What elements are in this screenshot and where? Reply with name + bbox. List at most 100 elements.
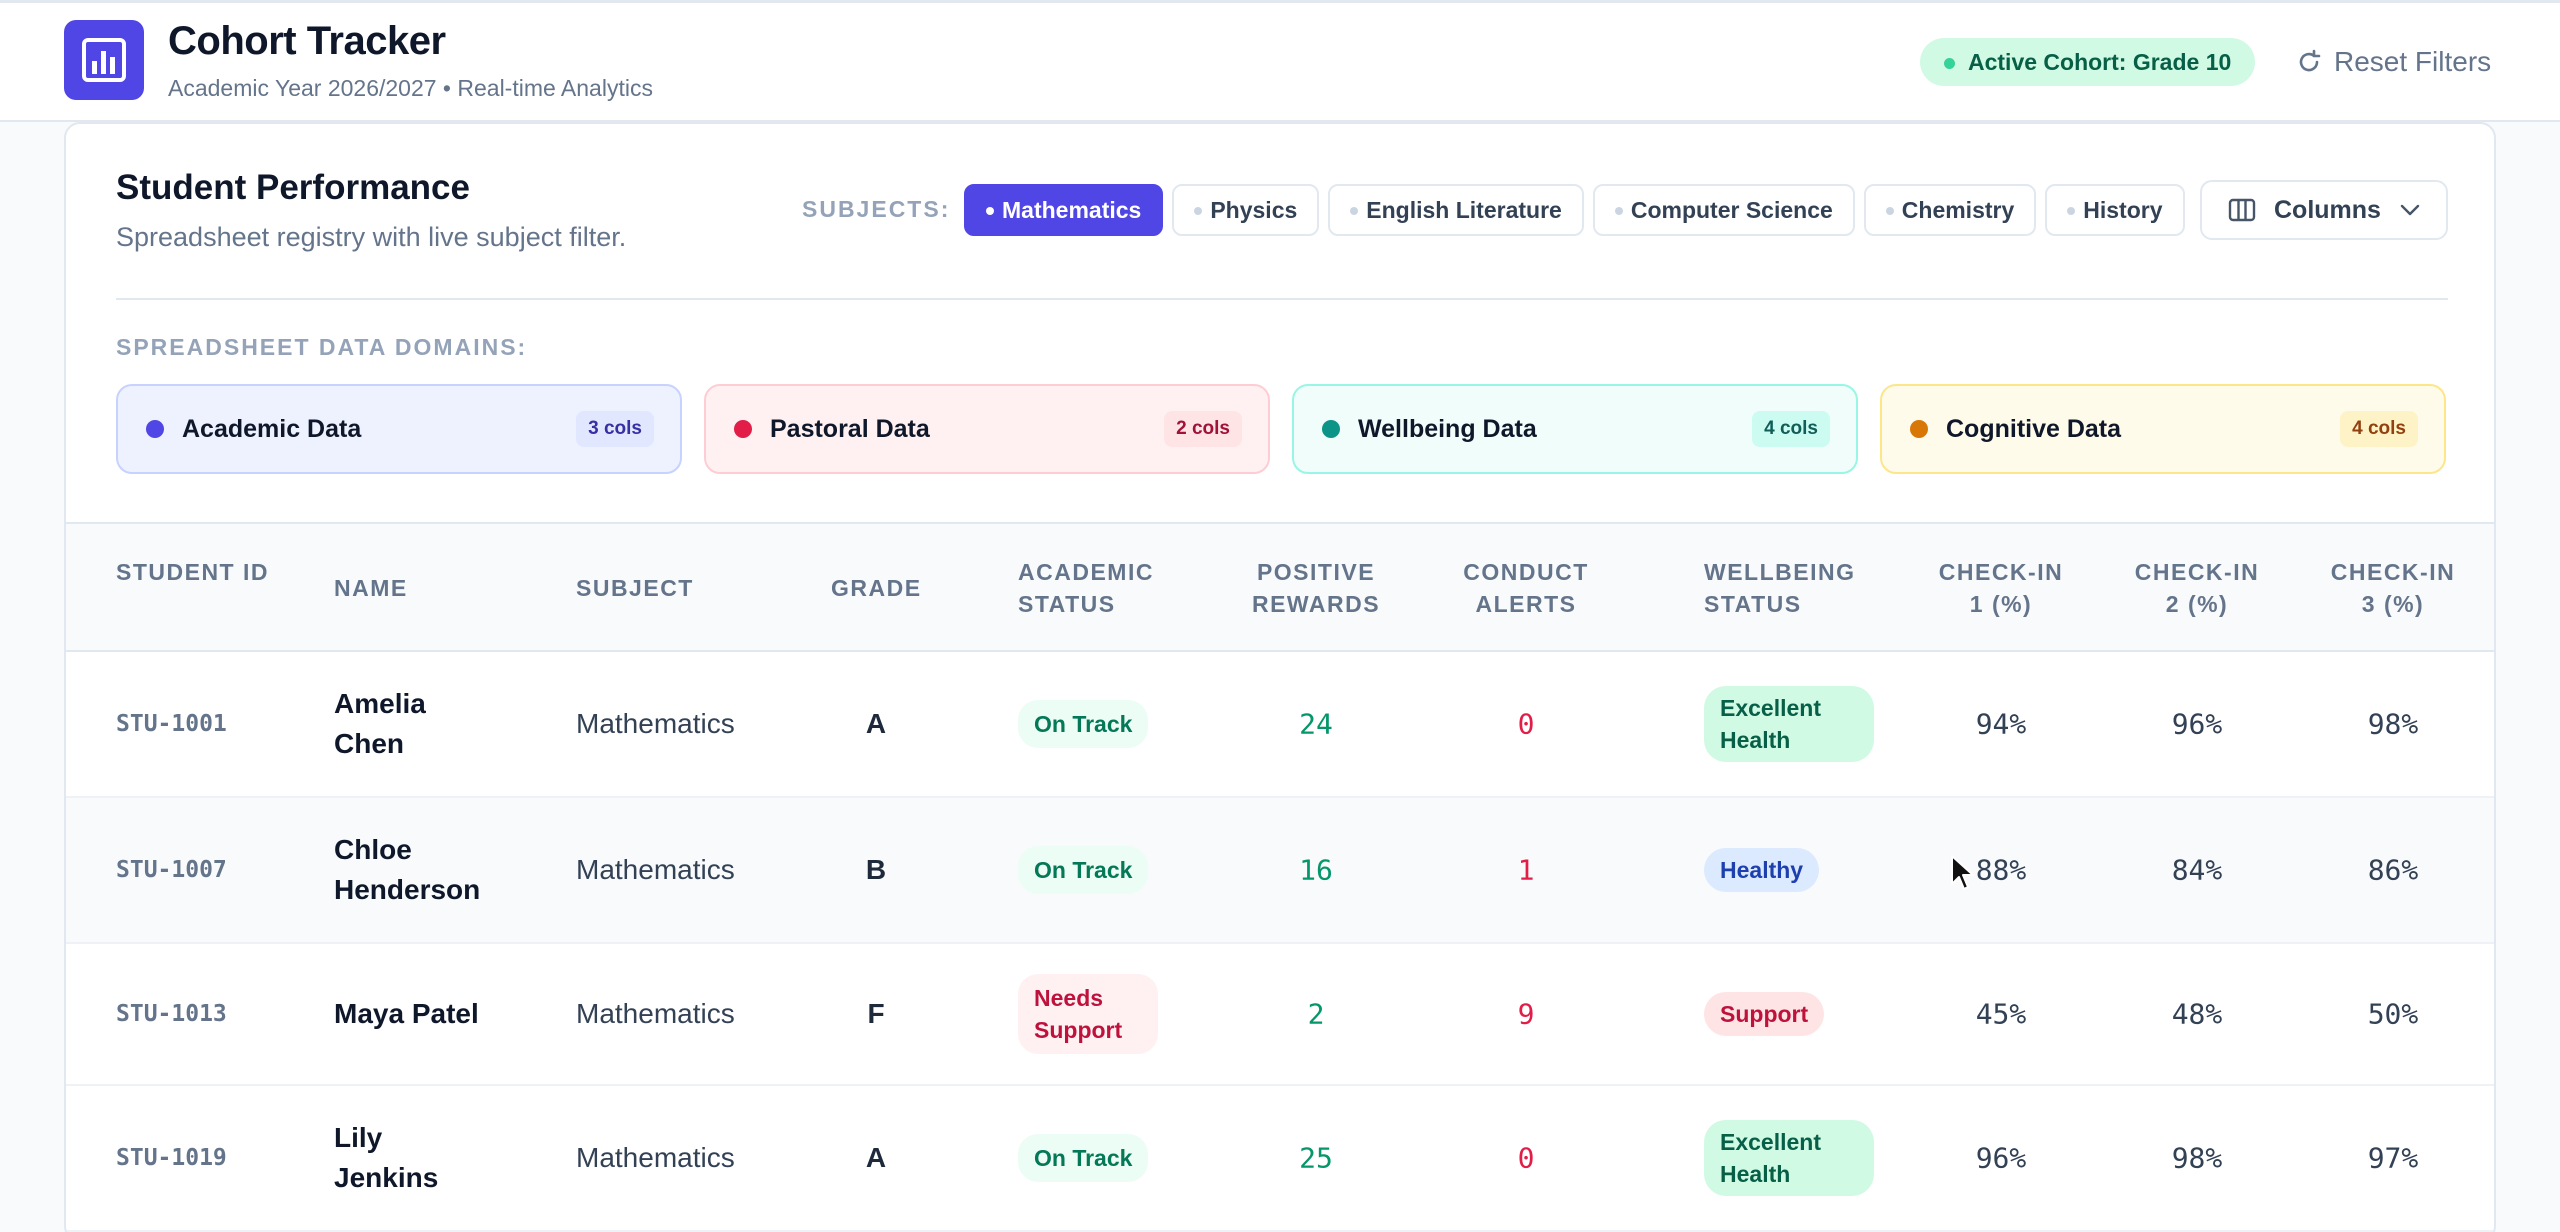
reset-filters-label: Reset Filters (2334, 46, 2492, 77)
table-header: STUDENT ID NAME SUBJECT GRADE ACADEMIC S… (66, 522, 2494, 652)
checkin-2-value: 48% (2171, 997, 2223, 1031)
student-id: STU-1007 (116, 857, 227, 883)
academic-status-cell: On Track (1018, 700, 1149, 748)
table-row[interactable]: STU-1013 Maya Patel Mathematics F Needs … (66, 944, 2494, 1086)
domain-card-wellbeing[interactable]: Wellbeing Data 4 cols (1292, 384, 1858, 474)
checkin-1-value: 45% (1975, 997, 2027, 1031)
academic-status-badge: On Track (1018, 700, 1149, 748)
columns-dropdown-button[interactable]: Columns (2200, 180, 2448, 240)
positive-rewards: 16 (1299, 853, 1333, 887)
status-dot-icon (1944, 58, 1955, 69)
domain-count-badge: 2 cols (1164, 411, 1242, 447)
academic-status-badge: Needs Support (1018, 974, 1158, 1054)
domain-card-academic[interactable]: Academic Data 3 cols (116, 384, 682, 474)
student-grade: A (865, 708, 887, 739)
subject-chip-computer-science[interactable]: Computer Science (1592, 184, 1855, 236)
table-row[interactable]: STU-1007 Chloe Henderson Mathematics B O… (66, 798, 2494, 944)
divider (116, 298, 2448, 300)
subjects-label: SUBJECTS: (802, 196, 951, 222)
student-performance-card: Student Performance Spreadsheet registry… (64, 122, 2496, 1232)
app-header: Cohort Tracker Academic Year 2026/2027 •… (0, 0, 2560, 122)
domain-name: Wellbeing Data (1358, 414, 1537, 443)
subject-filter-chips: Mathematics Physics English Literature C… (964, 184, 2185, 236)
student-id: STU-1013 (116, 1001, 227, 1027)
app-title: Cohort Tracker (168, 19, 446, 63)
domain-name: Academic Data (182, 414, 362, 443)
conduct-alerts: 0 (1517, 1141, 1535, 1175)
domain-card-cognitive[interactable]: Cognitive Data 4 cols (1880, 384, 2446, 474)
student-name[interactable]: Lily Jenkins (334, 1122, 439, 1193)
domain-name: Cognitive Data (1946, 414, 2122, 443)
conduct-alerts: 0 (1517, 707, 1535, 741)
student-subject: Mathematics (576, 998, 735, 1029)
academic-status-badge: On Track (1018, 1134, 1149, 1182)
subject-chip-mathematics[interactable]: Mathematics (964, 184, 1164, 236)
domain-count-badge: 4 cols (1752, 411, 1830, 447)
checkin-1-value: 88% (1975, 853, 2027, 887)
column-header-checkin-1[interactable]: CHECK-IN 1 (%) (1938, 559, 2064, 617)
section-title: Student Performance (116, 168, 470, 207)
cohort-badge-label: Active Cohort: Grade 10 (1968, 48, 2232, 75)
student-subject: Mathematics (576, 708, 735, 739)
column-header-wellbeing-status[interactable]: WELLBEING STATUS (1704, 559, 1856, 617)
subject-chip-english-literature[interactable]: English Literature (1328, 184, 1584, 236)
column-header-name[interactable]: NAME (334, 575, 408, 601)
checkin-1-value: 94% (1975, 707, 2027, 741)
student-id: STU-1001 (116, 711, 227, 737)
mouse-cursor-icon (1951, 855, 1974, 890)
checkin-2-value: 84% (2171, 853, 2223, 887)
column-header-checkin-2[interactable]: CHECK-IN 2 (%) (2134, 559, 2260, 617)
app-subtitle: Academic Year 2026/2027 • Real-time Anal… (168, 75, 653, 101)
student-name[interactable]: Amelia Chen (334, 688, 426, 759)
columns-label: Columns (2274, 195, 2381, 224)
student-subject: Mathematics (576, 854, 735, 885)
chart-logo-icon (64, 20, 144, 100)
student-grade: B (865, 854, 887, 885)
table-row[interactable]: STU-1001 Amelia Chen Mathematics A On Tr… (66, 652, 2494, 798)
column-header-positive-rewards[interactable]: POSITIVE REWARDS (1251, 559, 1381, 617)
active-cohort-badge: Active Cohort: Grade 10 (1920, 38, 2256, 86)
domain-name: Pastoral Data (770, 414, 930, 443)
domain-dot-icon (734, 420, 752, 438)
domain-dot-icon (1322, 420, 1340, 438)
academic-status-cell: On Track (1018, 1134, 1149, 1182)
checkin-3-value: 97% (2367, 1141, 2419, 1175)
wellbeing-status-badge: Excellent Health (1704, 686, 1874, 762)
subject-chip-chemistry[interactable]: Chemistry (1863, 184, 2037, 236)
column-header-subject[interactable]: SUBJECT (576, 575, 694, 601)
student-id: STU-1019 (116, 1145, 227, 1171)
student-name[interactable]: Maya Patel (334, 998, 479, 1029)
student-name[interactable]: Chloe Henderson (334, 834, 481, 905)
refresh-icon (2299, 49, 2321, 72)
domain-dot-icon (146, 420, 164, 438)
checkin-3-value: 98% (2367, 707, 2419, 741)
section-subtitle: Spreadsheet registry with live subject f… (116, 222, 627, 252)
student-grade: A (865, 1142, 887, 1173)
domain-card-pastoral[interactable]: Pastoral Data 2 cols (704, 384, 1270, 474)
student-subject: Mathematics (576, 1142, 735, 1173)
column-header-student-id[interactable]: STUDENT ID (116, 559, 269, 585)
wellbeing-status-badge: Support (1704, 992, 1825, 1036)
conduct-alerts: 1 (1517, 853, 1535, 887)
domain-count-badge: 4 cols (2340, 411, 2418, 447)
conduct-alerts: 9 (1517, 997, 1535, 1031)
column-header-grade[interactable]: GRADE (831, 575, 922, 601)
column-header-conduct-alerts[interactable]: CONDUCT ALERTS (1463, 559, 1589, 617)
reset-filters-button[interactable]: Reset Filters (2296, 39, 2491, 85)
wellbeing-status-cell: Healthy (1704, 848, 1874, 892)
subject-chip-history[interactable]: History (2045, 184, 2185, 236)
subject-chip-physics[interactable]: Physics (1172, 184, 1320, 236)
checkin-2-value: 98% (2171, 1141, 2223, 1175)
table-row[interactable]: STU-1019 Lily Jenkins Mathematics A On T… (66, 1086, 2494, 1232)
checkin-2-value: 96% (2171, 707, 2223, 741)
column-header-checkin-3[interactable]: CHECK-IN 3 (%) (2330, 559, 2456, 617)
chevron-down-icon (2400, 204, 2420, 216)
columns-icon (2228, 198, 2256, 222)
column-header-academic-status[interactable]: ACADEMIC STATUS (1018, 559, 1154, 617)
domain-count-badge: 3 cols (576, 411, 654, 447)
academic-status-cell: Needs Support (1018, 974, 1158, 1054)
academic-status-badge: On Track (1018, 846, 1149, 894)
positive-rewards: 24 (1299, 707, 1333, 741)
checkin-1-value: 96% (1975, 1141, 2027, 1175)
wellbeing-status-badge: Healthy (1704, 848, 1820, 892)
